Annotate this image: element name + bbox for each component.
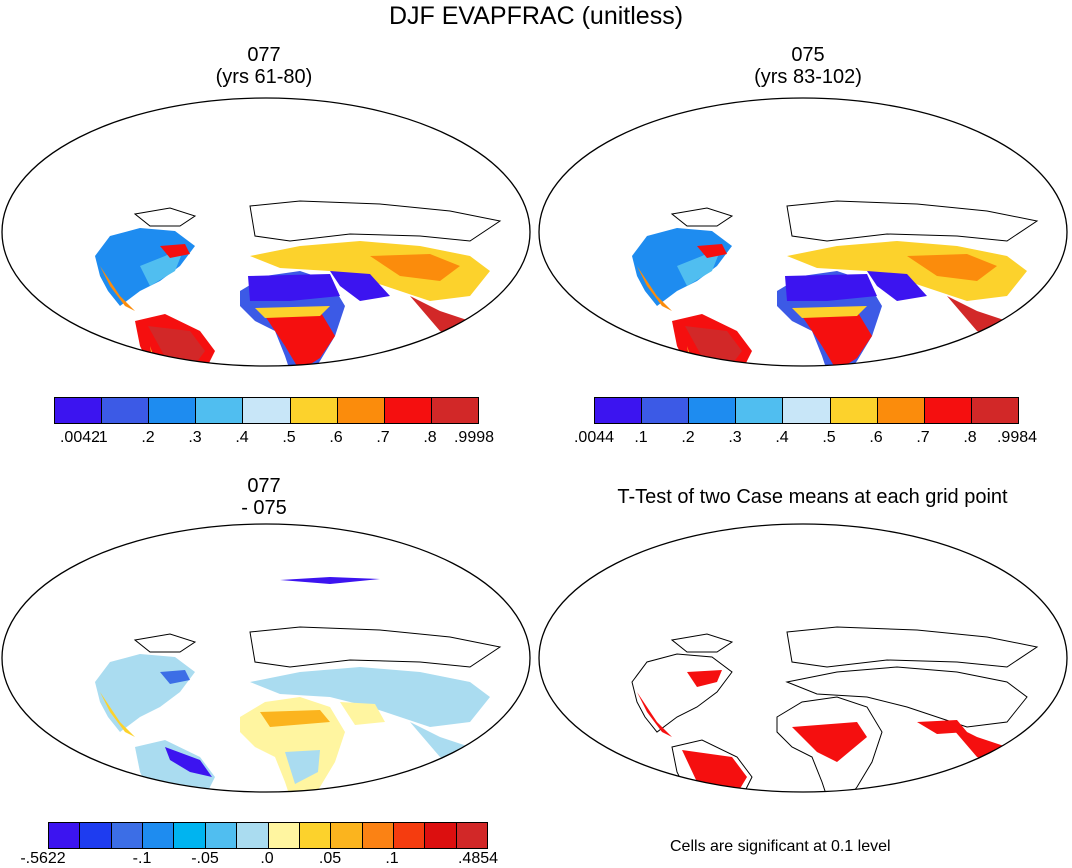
colorbar-tick: .2 [141, 429, 155, 446]
panel-title-line2: - 075 [241, 497, 287, 519]
colorbar-box [393, 823, 426, 848]
colorbar-tick: .0 [260, 850, 274, 867]
colorbar-box [102, 398, 150, 423]
colorbar-tick: -.1 [132, 850, 152, 867]
colorbar-tick: .1 [385, 850, 399, 867]
colorbar-box [642, 398, 690, 423]
figure-title: DJF EVAPFRAC (unitless) [388, 2, 684, 30]
colorbar-box [143, 823, 175, 848]
panel-title-075: 075 (yrs 83-102) [708, 44, 908, 88]
map-panel-077 [1, 97, 531, 367]
colorbar-box [331, 823, 363, 848]
colorbar-tick: .6 [329, 429, 343, 446]
significance-note: Cells are significant at 0.1 level [670, 838, 891, 855]
colorbar-tick: .7 [376, 429, 390, 446]
colorbar-077 [54, 397, 479, 424]
map-panel-075 [538, 97, 1068, 367]
colorbar-box [290, 398, 338, 423]
colorbar-box [55, 398, 103, 423]
panel-title-difference: 077 - 075 [164, 475, 364, 519]
colorbar-box [237, 823, 269, 848]
colorbar-difference [48, 822, 488, 849]
colorbar-tick: .0042 [59, 429, 101, 446]
colorbar-tick: .8 [963, 429, 977, 446]
colorbar-075 [594, 397, 1019, 424]
panel-title-line1: 077 [247, 44, 281, 66]
colorbar-box [830, 398, 878, 423]
colorbar-box [595, 398, 643, 423]
colorbar-tick: .8 [423, 429, 437, 446]
colorbar-box [783, 398, 831, 423]
map-panel-difference [1, 523, 531, 793]
colorbar-box [971, 398, 1018, 423]
colorbar-tick: .3 [188, 429, 202, 446]
colorbar-box [80, 823, 112, 848]
colorbar-box [877, 398, 925, 423]
colorbar-tick: .0044 [573, 429, 615, 446]
colorbar-box [268, 823, 300, 848]
colorbar-tick: .1 [634, 429, 648, 446]
panel-title-line2: (yrs 83-102) [754, 66, 862, 88]
colorbar-tick: .1 [94, 429, 108, 446]
colorbar-tick: .9984 [996, 429, 1038, 446]
colorbar-box [299, 823, 332, 848]
colorbar-box [111, 823, 144, 848]
colorbar-tick: .2 [681, 429, 695, 446]
colorbar-box [174, 823, 206, 848]
panel-title-line1: 077 [247, 475, 281, 497]
colorbar-tick: .5 [822, 429, 836, 446]
colorbar-tick: .3 [728, 429, 742, 446]
colorbar-tick: .4 [775, 429, 789, 446]
panel-title-077: 077 (yrs 61-80) [164, 44, 364, 88]
colorbar-tick: .5 [282, 429, 296, 446]
colorbar-box [337, 398, 385, 423]
panel-title-line1: 075 [791, 44, 825, 66]
colorbar-box [149, 398, 197, 423]
colorbar-tick: .4854 [457, 850, 499, 867]
colorbar-box [425, 823, 457, 848]
colorbar-box [205, 823, 238, 848]
colorbar-tick: .4 [235, 429, 249, 446]
colorbar-box [456, 823, 488, 848]
colorbar-box [362, 823, 394, 848]
colorbar-tick: -.05 [191, 850, 219, 867]
colorbar-tick: .05 [318, 850, 342, 867]
panel-title-ttest: T-Test of two Case means at each grid po… [617, 486, 1008, 508]
colorbar-box [736, 398, 784, 423]
colorbar-box [689, 398, 737, 423]
colorbar-box [431, 398, 478, 423]
colorbar-box [49, 823, 81, 848]
colorbar-tick: .7 [916, 429, 930, 446]
colorbar-box [384, 398, 432, 423]
colorbar-tick: -.5622 [20, 850, 66, 867]
panel-title-line2: (yrs 61-80) [215, 66, 313, 88]
map-panel-ttest [538, 523, 1068, 793]
colorbar-tick: .6 [869, 429, 883, 446]
colorbar-box [924, 398, 972, 423]
colorbar-tick: .9998 [453, 429, 495, 446]
colorbar-box [243, 398, 291, 423]
colorbar-box [196, 398, 244, 423]
